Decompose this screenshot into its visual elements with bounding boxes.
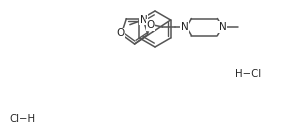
Text: N: N — [180, 22, 188, 32]
Text: O: O — [146, 20, 154, 30]
Text: H−Cl: H−Cl — [235, 69, 261, 79]
Text: O: O — [116, 28, 124, 38]
Text: Cl−H: Cl−H — [9, 114, 35, 124]
Text: N: N — [140, 15, 148, 25]
Text: N: N — [219, 22, 226, 32]
